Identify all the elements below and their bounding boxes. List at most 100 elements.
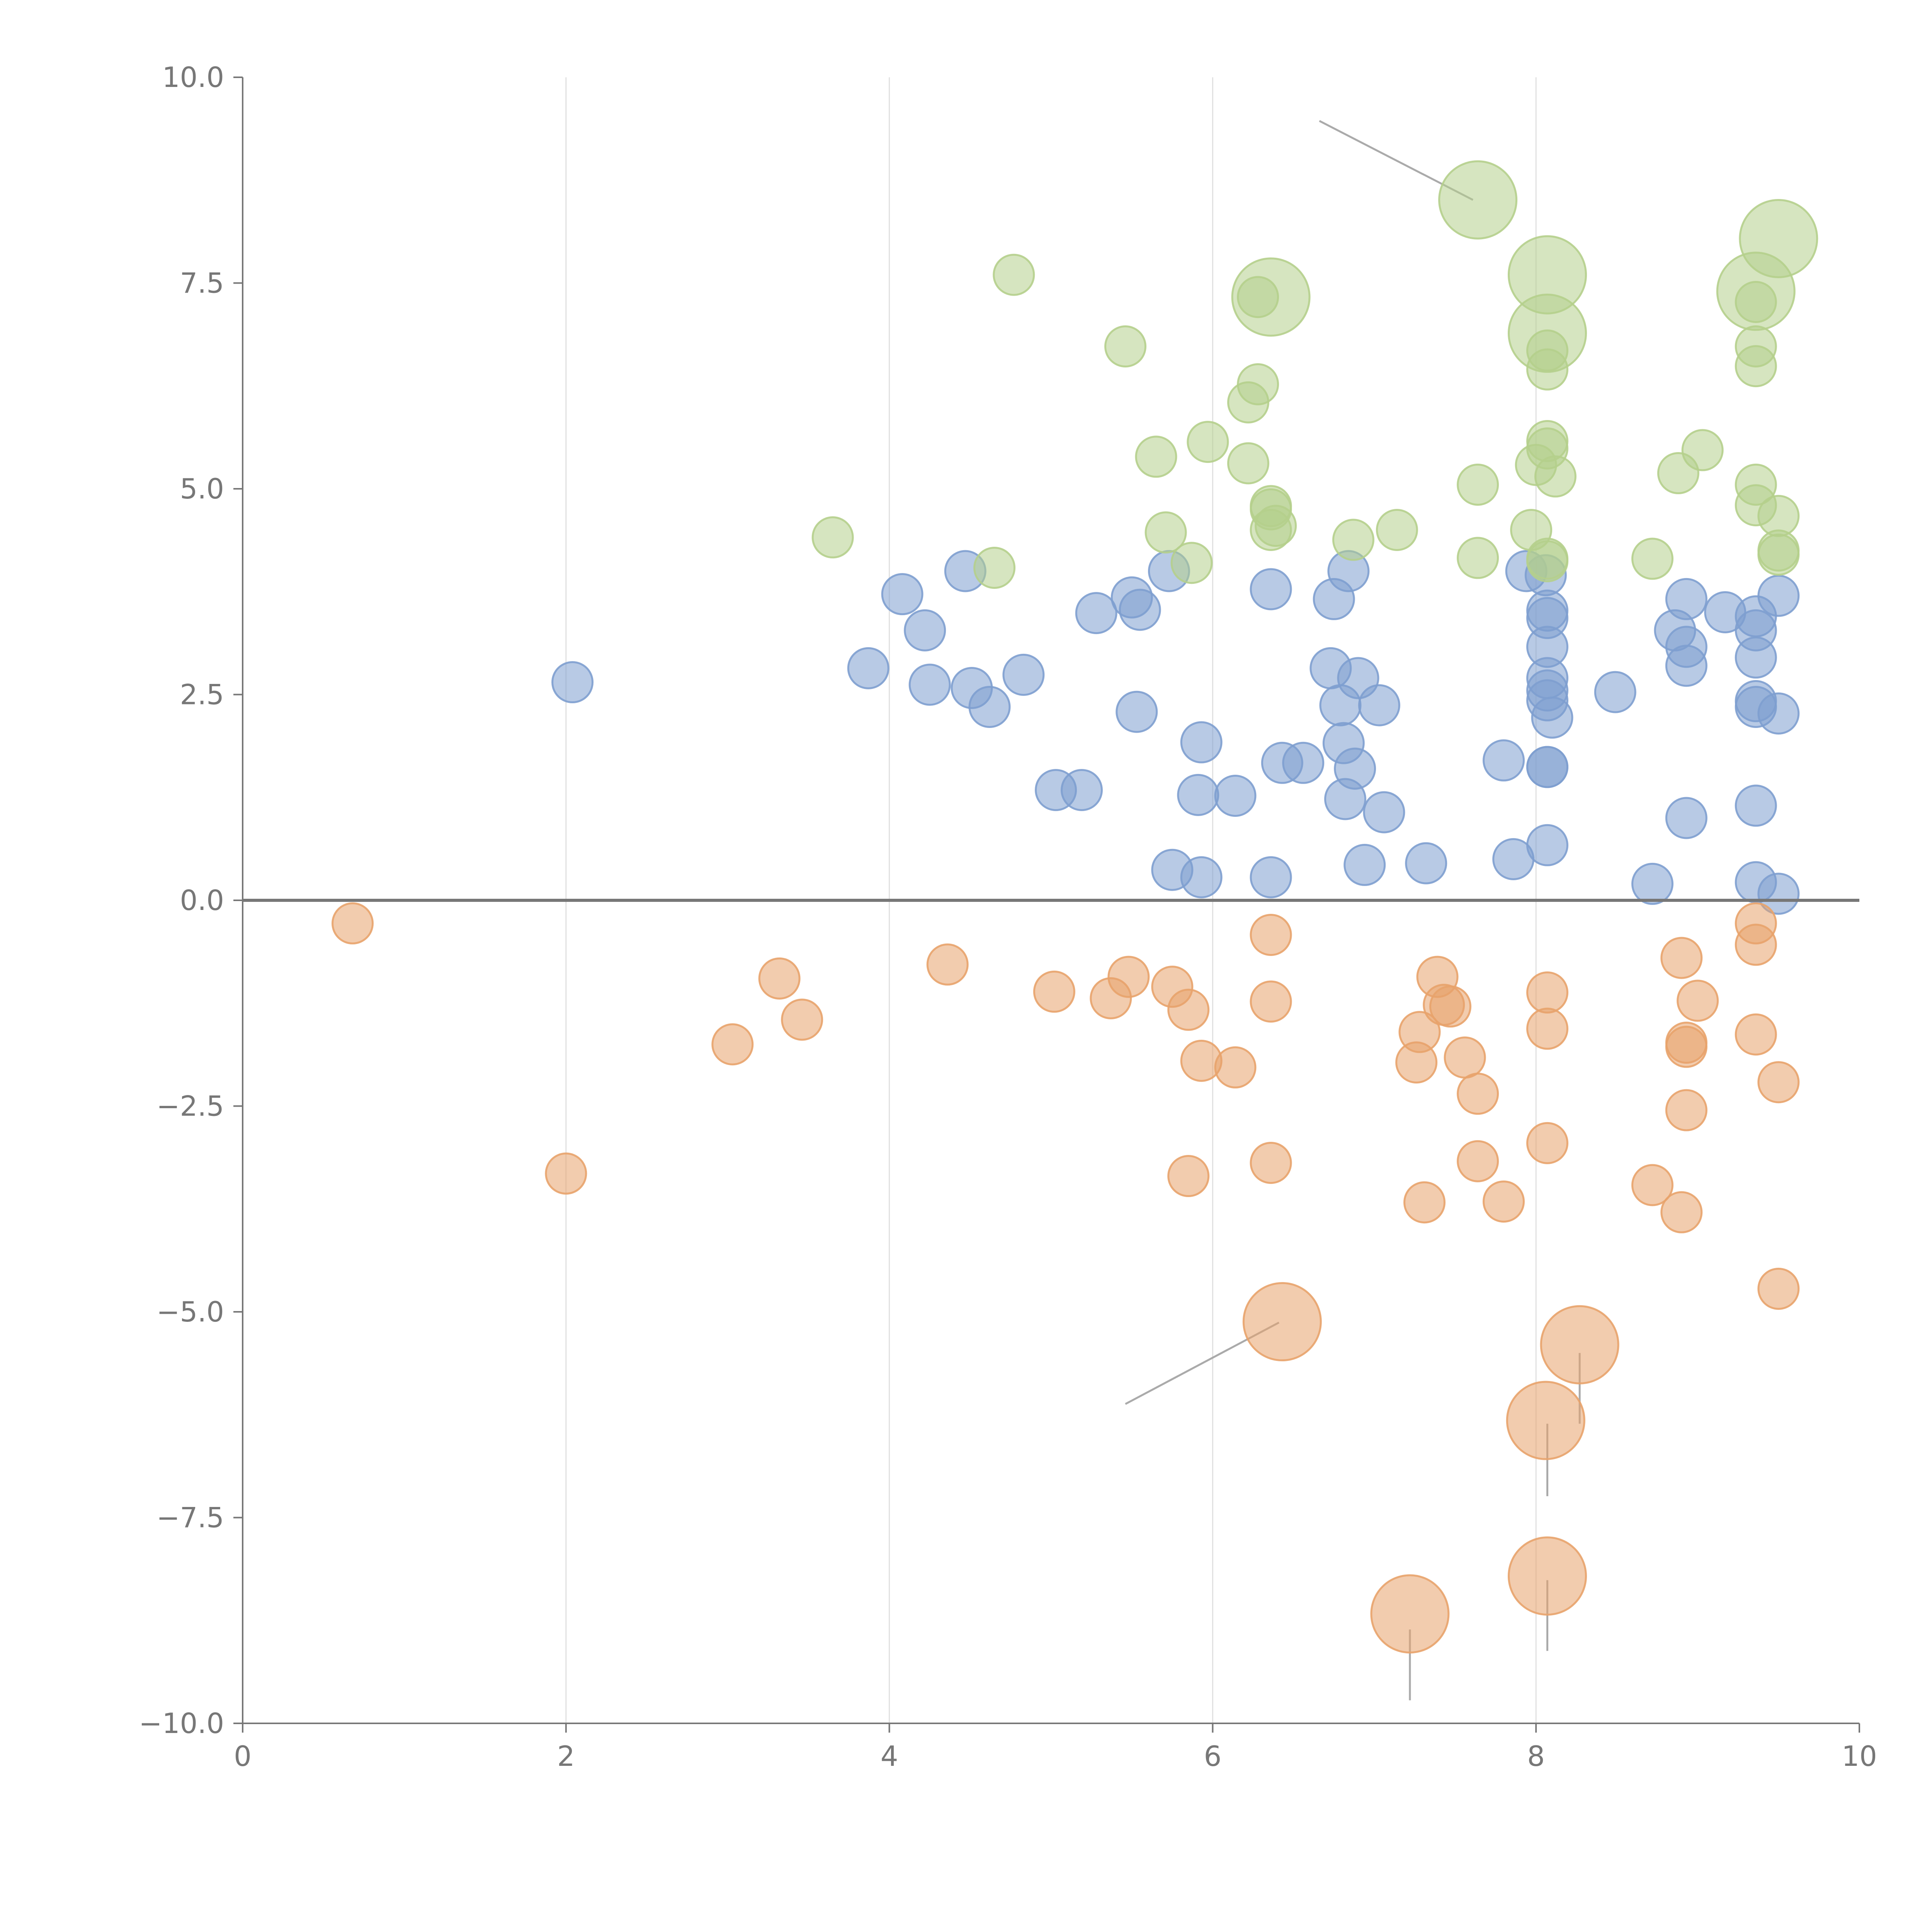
blue-point: [551, 661, 594, 704]
green-point: [1457, 537, 1499, 579]
green-point: [1631, 537, 1673, 580]
blue-point: [968, 685, 1011, 728]
orange-point: [1167, 1155, 1210, 1197]
green-point: [1376, 509, 1418, 551]
blue-point: [1075, 592, 1117, 634]
orange-point: [1677, 980, 1719, 1022]
blue-point: [904, 609, 946, 651]
orange-point: [1526, 1007, 1568, 1050]
orange-point: [1735, 923, 1777, 966]
blue-point: [1119, 588, 1161, 631]
blue-point: [1757, 692, 1800, 735]
orange-point: [1735, 1013, 1777, 1056]
green-large-point: [1739, 199, 1818, 278]
orange-point: [1033, 970, 1075, 1013]
green-point: [1227, 442, 1269, 485]
x-tick-label: 8: [1527, 1740, 1545, 1772]
green-point: [1145, 511, 1187, 554]
orange-point: [1631, 1164, 1673, 1206]
blue-point: [1180, 721, 1223, 764]
y-tick-label: −10.0: [139, 1707, 224, 1740]
blue-point: [1665, 797, 1708, 839]
green-large-point: [1231, 257, 1311, 337]
y-tick-label: 10.0: [162, 61, 224, 94]
orange-point: [332, 902, 374, 945]
orange-point: [1757, 1061, 1800, 1104]
green-point: [1135, 435, 1177, 478]
blue-point: [1358, 684, 1400, 726]
orange-point: [1665, 1089, 1708, 1131]
blue-point: [1334, 747, 1376, 790]
blue-point: [1757, 872, 1800, 915]
blue-point: [1594, 671, 1636, 713]
orange-point: [1250, 1141, 1292, 1184]
blue-point: [1282, 742, 1325, 784]
blue-point: [1405, 842, 1447, 884]
orange-point: [1665, 1026, 1708, 1068]
orange-point: [1429, 985, 1471, 1028]
orange-point: [1526, 1122, 1568, 1164]
orange-point: [711, 1023, 754, 1066]
orange-point: [1660, 1191, 1703, 1233]
green-point: [1526, 540, 1568, 582]
x-tick-label: 4: [881, 1740, 898, 1772]
blue-point: [1665, 645, 1708, 687]
x-tick-label: 10: [1842, 1740, 1877, 1772]
blue-point: [1250, 856, 1292, 898]
green-point: [1237, 363, 1279, 405]
orange-point: [1483, 1180, 1525, 1223]
y-tick-label: −7.5: [156, 1502, 224, 1534]
orange-large-point: [1370, 1574, 1450, 1654]
orange-point: [1214, 1046, 1257, 1088]
blue-point: [1060, 769, 1103, 811]
green-point: [1187, 421, 1229, 463]
blue-point: [1250, 568, 1292, 611]
blue-point: [1735, 636, 1777, 679]
blue-point: [1214, 774, 1257, 817]
y-tick-label: 2.5: [180, 679, 224, 711]
green-point: [1104, 325, 1146, 368]
blue-point: [1002, 653, 1045, 696]
orange-large-point: [1507, 1536, 1587, 1616]
blue-point: [881, 573, 923, 616]
y-tick-label: −2.5: [156, 1090, 224, 1122]
blue-point: [1116, 690, 1158, 733]
orange-point: [1526, 971, 1568, 1014]
axes: 0 2 4 6 8 10 10.0 7.5 5.0 2.5 0.0 −2.5 −5.0 −7.5 −10.0: [139, 61, 1877, 1772]
orange-point: [1107, 956, 1150, 998]
green-large-point: [1438, 160, 1518, 240]
blue-point: [1735, 784, 1777, 827]
blue-point: [1757, 575, 1800, 617]
orange-point: [1403, 1181, 1446, 1224]
y-tick-label: 7.5: [180, 267, 224, 299]
orange-point: [1757, 1267, 1800, 1310]
orange-large-point: [1242, 1282, 1322, 1362]
blue-point: [1177, 774, 1219, 816]
orange-point: [1660, 937, 1703, 979]
orange-point: [1444, 1036, 1486, 1079]
green-point: [973, 546, 1016, 589]
orange-point: [1398, 1011, 1441, 1053]
green-point: [1757, 533, 1800, 576]
green-point: [811, 516, 854, 559]
orange-point: [545, 1152, 587, 1195]
blue-point: [1526, 824, 1568, 866]
orange-point: [1457, 1073, 1499, 1115]
orange-point: [1167, 988, 1210, 1031]
green-point: [1255, 505, 1297, 547]
x-tick-label: 0: [234, 1740, 252, 1772]
orange-point: [781, 998, 823, 1041]
blue-point: [1180, 856, 1223, 898]
blue-point: [1665, 578, 1708, 620]
orange-point: [1250, 980, 1292, 1023]
green-point: [1332, 519, 1374, 561]
orange-point: [758, 957, 801, 1000]
y-tick-label: −5.0: [156, 1296, 224, 1328]
green-point: [1457, 463, 1499, 506]
annotation-leaders: [1125, 120, 1581, 1701]
blue-point: [1526, 746, 1568, 788]
green-large-point: [1507, 293, 1587, 373]
green-point: [993, 253, 1035, 296]
y-tick-label: 5.0: [180, 473, 224, 505]
